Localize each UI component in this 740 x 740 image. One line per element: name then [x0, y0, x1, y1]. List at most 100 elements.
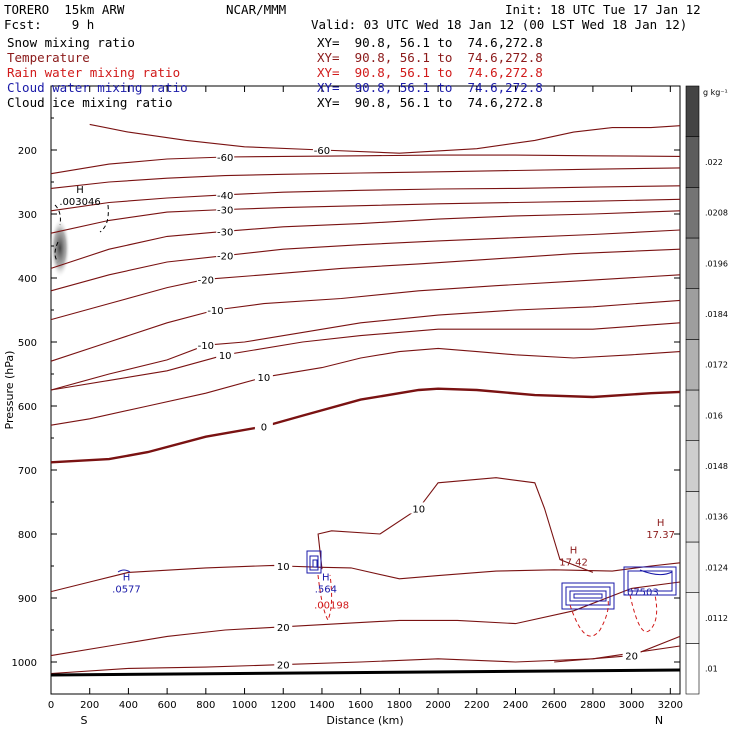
colorbar-tick-label: .0148 [705, 462, 728, 471]
cloud-water-contours [117, 550, 677, 610]
x-tick-label: 1800 [387, 700, 412, 711]
contour-label-bg [622, 649, 641, 661]
temperature-contour-label: 10 [277, 562, 290, 573]
temperature-contour-label: 20 [277, 623, 290, 634]
x-axis-label: Distance (km) [326, 714, 403, 727]
x-tick-label: 200 [80, 700, 99, 711]
temperature-contour-label: -60 [217, 153, 233, 164]
y-tick-label: 800 [18, 530, 37, 541]
contour-label-bg [254, 371, 273, 383]
field-xy-rain: XY= 90.8, 56.1 to 74.6,272.8 [317, 65, 543, 80]
contour-label-bg [409, 502, 428, 514]
maximum-marker: H [322, 572, 330, 583]
model-title: TORERO 15km ARW [4, 2, 125, 17]
temperature-contour [50, 154, 681, 175]
temperature-contour-label: -20 [217, 252, 233, 263]
colorbar-swatch [685, 592, 700, 644]
contour-label-bg [216, 225, 235, 237]
temperature-contour [50, 645, 681, 675]
y-tick-label: 200 [18, 146, 37, 157]
forecast-hour: Fcst: 9 h [4, 17, 95, 32]
temperature-contour [50, 198, 681, 234]
plot-area [50, 85, 681, 695]
maximum-value: .564 [315, 584, 337, 595]
temperature-contour-label: -10 [207, 306, 223, 317]
temperature-contour [317, 477, 594, 573]
field-xy-cloud-ice: XY= 90.8, 56.1 to 74.6,272.8 [317, 95, 543, 110]
x-tick-label: 3000 [619, 700, 644, 711]
x-tick-label: 1000 [232, 700, 257, 711]
temperature-contour [50, 562, 681, 593]
colorbar-tick-label: .0172 [705, 361, 728, 370]
x-tick-label: 1400 [309, 700, 334, 711]
temperature-contour-label: 10 [412, 504, 425, 515]
temperature-contour-label: -40 [217, 191, 233, 202]
x-tick-label: 1600 [348, 700, 373, 711]
field-label-cloud-water: Cloud water mixing ratio [7, 80, 188, 95]
valid-time: Valid: 03 UTC Wed 18 Jan 12 (00 LST Wed … [311, 17, 688, 32]
temperature-contour-label: 20 [625, 652, 638, 663]
colorbar-swatch [685, 491, 700, 543]
colorbar-tick-label: .022 [705, 158, 723, 167]
maximum-marker: H [657, 518, 665, 529]
y-tick-label: 1000 [12, 658, 37, 669]
colorbar-swatch [685, 187, 700, 239]
temperature-contour [89, 123, 681, 154]
x-axis-right-end: N [655, 714, 663, 727]
temperature-contour-label: -30 [217, 206, 233, 217]
temperature-contour [50, 347, 681, 426]
y-tick-label: 500 [18, 338, 37, 349]
field-label-cloud-ice: Cloud ice mixing ratio [7, 95, 173, 110]
maximum-value: .003046 [59, 197, 100, 208]
colorbar-swatch [685, 440, 700, 492]
x-axis-left-end: S [81, 714, 88, 727]
colorbar-unit: g kg⁻¹ [703, 88, 728, 97]
temperature-contour [50, 322, 681, 391]
colorbar-tick-label: .016 [705, 411, 723, 420]
colorbar-tick-label: .0196 [705, 259, 728, 268]
contour-label-bg [196, 339, 215, 351]
temperature-contour-label: 20 [277, 661, 290, 672]
x-tick-label: 1200 [271, 700, 296, 711]
x-axis: 0 200 400 600 800 1000 1200 1400 1600 1800 2000 220… [48, 86, 683, 711]
temperature-contours: 20 20 20 10 10 10 10 0 -10 -10 -20 -20 -30 -30 -40 -60 -… [50, 123, 681, 675]
colorbar-tick-label: .0136 [705, 513, 728, 522]
maximum-value: 17.42 [559, 558, 588, 569]
y-tick-label: 900 [18, 594, 37, 605]
temperature-contour [50, 387, 681, 464]
maximum-marker: H [570, 546, 578, 557]
temperature-contour [50, 229, 681, 292]
colorbar-swatch [685, 288, 700, 340]
maximum-value: .07503 [624, 588, 659, 599]
maximum-value: .0577 [112, 584, 141, 595]
contour-label-bg [254, 420, 273, 432]
colorbar-swatch [685, 136, 700, 188]
maximum-value: 17.37 [646, 530, 675, 541]
x-tick-label: 2000 [425, 700, 450, 711]
contour-label-bg [274, 620, 293, 632]
x-tick-label: 2200 [464, 700, 489, 711]
x-tick-label: 0 [48, 700, 54, 711]
x-tick-label: 2800 [580, 700, 605, 711]
contour-label-bg [196, 273, 215, 285]
y-axis-label: Pressure (hPa) [3, 351, 16, 430]
maximum-marker: H [123, 572, 131, 583]
temperature-contour-label: 10 [219, 351, 232, 362]
field-xy-cloud-water: XY= 90.8, 56.1 to 74.6,272.8 [317, 80, 543, 95]
x-tick-label: 2600 [541, 700, 566, 711]
colorbar-tick-label: .0184 [705, 310, 728, 319]
field-xy-snow: XY= 90.8, 56.1 to 74.6,272.8 [317, 35, 543, 50]
temperature-contour-label: -10 [198, 341, 214, 352]
colorbar-swatch [685, 541, 700, 593]
field-label-temperature: Temperature [7, 50, 90, 65]
colorbar-swatch [685, 85, 700, 137]
temperature-contour [50, 167, 681, 189]
colorbar-swatch [685, 389, 700, 441]
temperature-contour [50, 185, 681, 212]
field-xy-temperature: XY= 90.8, 56.1 to 74.6,272.8 [317, 50, 543, 65]
contour-label-bg [216, 348, 235, 360]
y-tick-label: 400 [18, 274, 37, 285]
contour-label-bg [216, 249, 235, 261]
contour-label-bg [312, 144, 331, 155]
